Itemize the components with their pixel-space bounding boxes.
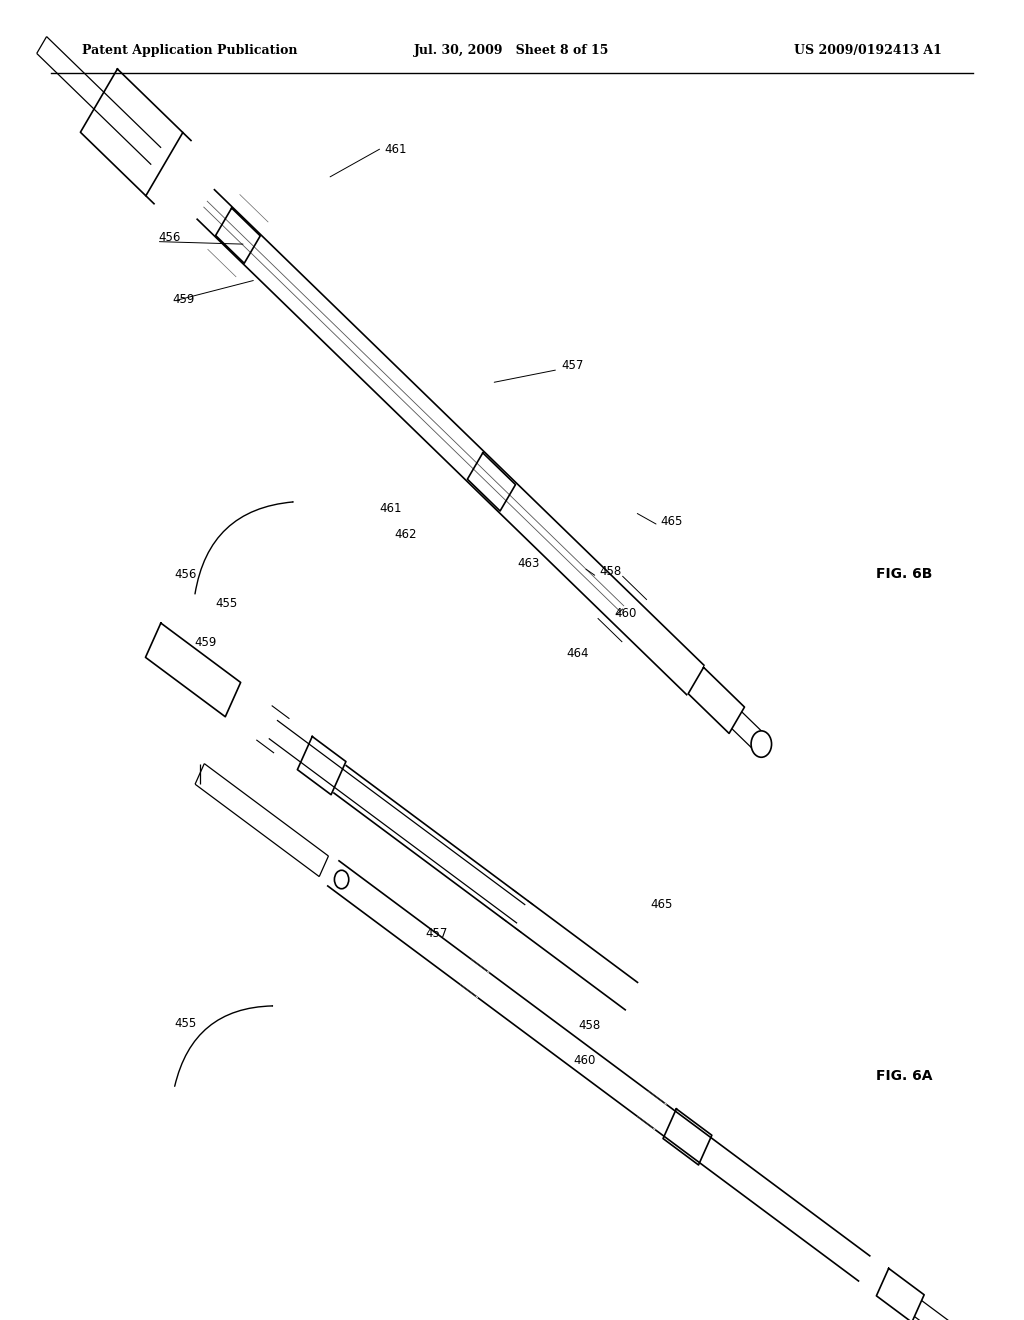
Text: 455: 455: [215, 597, 238, 610]
FancyArrowPatch shape: [195, 502, 293, 594]
Text: 459: 459: [195, 636, 217, 649]
Text: 458: 458: [579, 1019, 601, 1032]
Text: 461: 461: [384, 143, 407, 156]
Text: 464: 464: [566, 647, 589, 660]
Text: FIG. 6B: FIG. 6B: [876, 568, 932, 581]
Text: Jul. 30, 2009   Sheet 8 of 15: Jul. 30, 2009 Sheet 8 of 15: [415, 44, 609, 57]
Text: 457: 457: [561, 359, 584, 372]
Circle shape: [751, 731, 771, 758]
Text: Patent Application Publication: Patent Application Publication: [82, 44, 297, 57]
Text: 462: 462: [394, 528, 417, 541]
Text: 460: 460: [573, 1053, 596, 1067]
Text: 460: 460: [614, 607, 637, 620]
FancyArrowPatch shape: [175, 1006, 272, 1086]
Text: 458: 458: [599, 565, 622, 578]
Text: 459: 459: [172, 293, 195, 306]
Text: 456: 456: [159, 231, 181, 244]
Circle shape: [335, 870, 349, 888]
Text: FIG. 6A: FIG. 6A: [876, 1069, 932, 1082]
Text: 465: 465: [660, 515, 683, 528]
Text: 457: 457: [425, 927, 447, 940]
Text: 461: 461: [379, 502, 401, 515]
Text: 455: 455: [174, 1016, 197, 1030]
Text: US 2009/0192413 A1: US 2009/0192413 A1: [795, 44, 942, 57]
Text: 456: 456: [174, 568, 197, 581]
Text: 463: 463: [517, 557, 540, 570]
Text: 465: 465: [650, 898, 673, 911]
